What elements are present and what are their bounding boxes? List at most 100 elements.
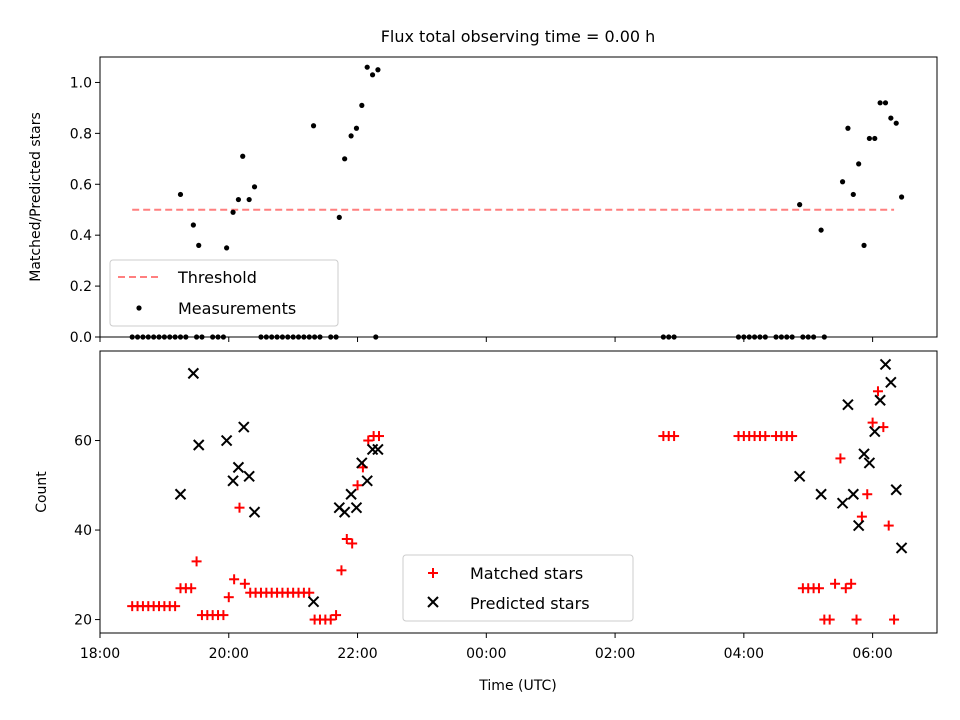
- predicted-star-point: [248, 506, 261, 518]
- bottom-xtick-label: 22:00: [337, 646, 377, 662]
- bottom-legend: Matched stars Predicted stars: [402, 554, 634, 622]
- measurement-point: [877, 100, 883, 106]
- measurement-point: [336, 214, 342, 220]
- bottom-axes: 20 40 60 18:00 20:00 22:00 00:00 02:00 04:00 06:0…: [74, 434, 893, 662]
- predicted-star-point: [879, 358, 892, 371]
- bottom-panel: 20 40 60 18:00 20:00 22:00 00:00 02:00 04:00 06:0…: [34, 350, 938, 662]
- measurement-point: [882, 100, 889, 106]
- measurement-point: [866, 135, 872, 142]
- matched-star-point: [824, 614, 835, 625]
- stars-layer: [127, 358, 908, 625]
- predicted-star-point: [350, 501, 363, 514]
- measurement-point: [230, 209, 236, 215]
- predicted-star-point: [836, 497, 849, 509]
- predicted-star-point: [842, 399, 854, 411]
- measurement-point: [310, 123, 317, 129]
- measurement-point: [359, 102, 365, 108]
- measurement-point: [177, 191, 184, 198]
- matched-star-point: [862, 489, 873, 500]
- top-ylabel: Matched/Predicted stars: [28, 112, 44, 282]
- predicted-star-point: [238, 421, 250, 433]
- predicted-star-point: [243, 470, 255, 483]
- matched-star-point: [889, 614, 900, 625]
- predicted-star-point: [869, 425, 881, 438]
- bottom-xtick-label: 04:00: [724, 646, 764, 662]
- measurement-point: [861, 242, 867, 248]
- matched-star-point: [234, 502, 245, 513]
- predicted-star-point: [307, 595, 320, 608]
- matched-star-point: [186, 583, 197, 594]
- predicted-star-point: [852, 519, 865, 532]
- predicted-star-point: [815, 488, 827, 500]
- predicted-star-point: [890, 484, 902, 496]
- top-ytick-label: 0.0: [70, 330, 92, 346]
- top-ytick-label: 0.4: [70, 228, 92, 244]
- top-ytick-label: 0.6: [70, 177, 92, 193]
- predicted-star-point: [232, 461, 245, 474]
- measurement-point: [856, 161, 862, 167]
- matched-star-point: [840, 583, 851, 594]
- bottom-ytick-label: 20: [74, 613, 92, 629]
- figure-title: Flux total observing time = 0.00 h: [381, 27, 656, 46]
- matched-star-point: [331, 610, 342, 621]
- bottom-ytick-label: 60: [74, 434, 92, 450]
- top-plot-frame: [99, 56, 938, 338]
- measurement-point: [240, 153, 246, 159]
- matched-star-point: [341, 534, 352, 544]
- matched-star-point: [787, 431, 798, 442]
- measurement-point: [898, 194, 905, 200]
- matched-star-point: [835, 453, 846, 464]
- bottom-xtick-label: 20:00: [209, 646, 249, 662]
- measurement-point: [348, 133, 354, 139]
- matched-star-point: [229, 574, 240, 585]
- bottom-xtick-label: 18:00: [80, 646, 120, 662]
- top-axes: 0.0 0.2 0.4 0.6 0.8 1.0: [70, 75, 874, 346]
- bottom-ylabel: Count: [34, 471, 50, 513]
- matched-star-point: [191, 556, 202, 567]
- top-ytick-label: 1.0: [70, 75, 92, 91]
- top-ytick-label: 0.8: [70, 126, 92, 142]
- measurement-point: [893, 120, 899, 126]
- predicted-star-point: [174, 488, 187, 500]
- top-ytick-label: 0.2: [70, 279, 92, 295]
- matched-star-point: [325, 614, 336, 625]
- matched-star-point: [374, 431, 384, 442]
- legend-threshold-label: Threshold: [177, 268, 257, 287]
- measurement-point: [364, 64, 370, 70]
- matched-star-point: [760, 431, 771, 442]
- measurement-point: [797, 202, 803, 208]
- measurement-point: [872, 135, 878, 142]
- predicted-star-point: [793, 470, 806, 483]
- legend-matched-swatch: [428, 568, 438, 578]
- predicted-star-point: [361, 475, 373, 487]
- top-legend-frame: [109, 259, 339, 327]
- matched-star-point: [223, 592, 234, 603]
- measurement-point: [190, 222, 196, 228]
- predicted-star-point: [220, 434, 233, 447]
- legend-measurements-label: Measurements: [178, 299, 296, 318]
- matched-star-point: [813, 583, 824, 594]
- matched-star-point: [846, 578, 857, 589]
- matched-star-point: [851, 614, 862, 625]
- measurement-point: [375, 67, 381, 73]
- measurement-point: [196, 242, 202, 248]
- bottom-plot-frame: [99, 350, 938, 634]
- measurement-point: [818, 227, 824, 233]
- bottom-xtick-label: 00:00: [466, 646, 506, 662]
- measurement-point: [235, 196, 242, 203]
- legend-measurements-swatch: [136, 305, 142, 311]
- predicted-star-point: [858, 448, 870, 460]
- predicted-star-point: [338, 506, 351, 518]
- measurement-point: [353, 125, 360, 131]
- matched-star-point: [352, 480, 363, 491]
- predicted-star-point: [847, 488, 860, 500]
- predicted-star-point: [193, 439, 205, 451]
- bottom-xtick-label: 02:00: [595, 646, 635, 662]
- matched-star-point: [170, 601, 181, 612]
- predicted-star-point: [356, 457, 368, 469]
- bottom-xtick-label: 06:00: [852, 646, 892, 662]
- matched-star-point: [872, 386, 883, 397]
- predicted-star-point: [187, 367, 200, 380]
- predicted-star-point: [874, 394, 886, 406]
